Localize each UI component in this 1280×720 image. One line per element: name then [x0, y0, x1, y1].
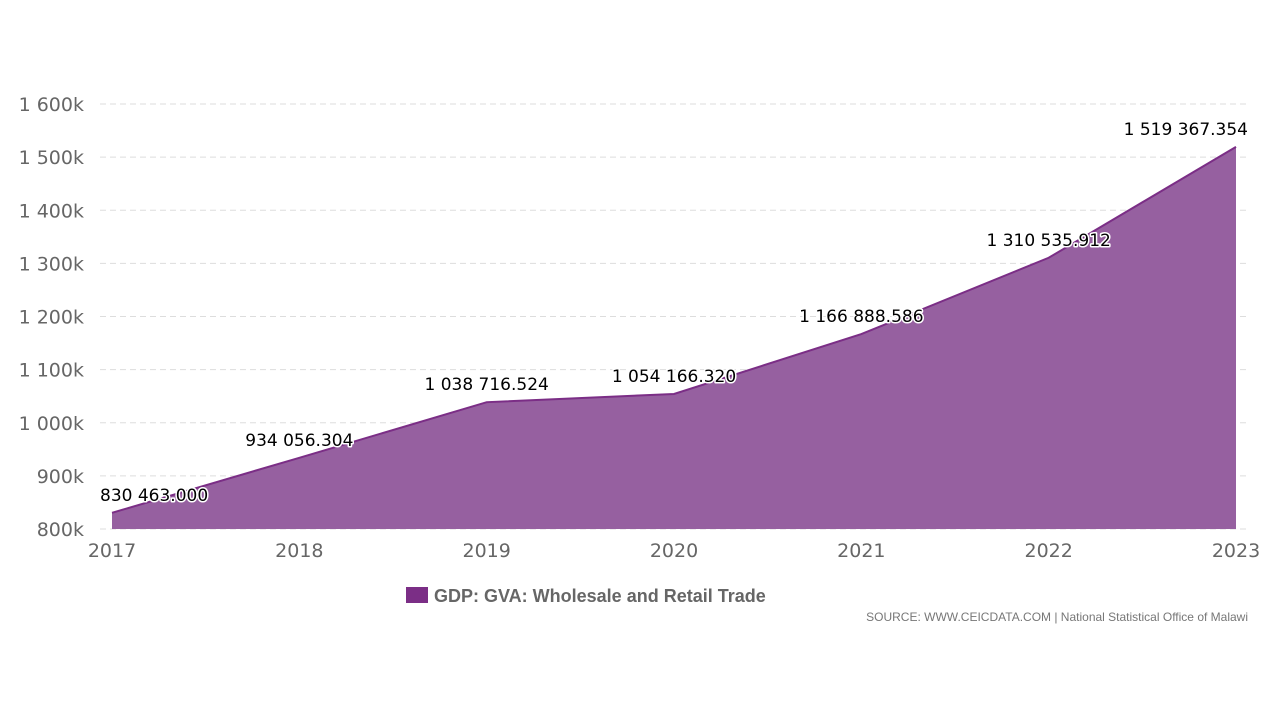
y-tick-label: 1 300k — [19, 253, 84, 275]
data-label: 1 038 716.524 — [424, 375, 548, 395]
x-tick-label: 2023 — [1212, 540, 1260, 562]
legend-swatch — [406, 587, 428, 603]
x-tick-label: 2018 — [275, 540, 323, 562]
legend[interactable]: GDP: GVA: Wholesale and Retail Trade — [406, 586, 766, 606]
x-axis: 2017 2018 2019 2020 2021 2022 2023 — [88, 540, 1260, 562]
x-tick-label: 2019 — [462, 540, 510, 562]
y-tick-label: 1 100k — [19, 360, 84, 382]
data-label: 1 166 888.586 — [799, 307, 923, 327]
data-label: 1 054 166.320 — [612, 367, 736, 387]
x-tick-label: 2022 — [1024, 540, 1072, 562]
legend-label[interactable]: GDP: GVA: Wholesale and Retail Trade — [434, 586, 766, 606]
data-label: 1 310 535.912 — [986, 231, 1110, 251]
y-tick-label: 1 500k — [19, 147, 84, 169]
y-tick-label: 800k — [37, 519, 84, 541]
area-fill — [112, 146, 1236, 529]
x-tick-label: 2017 — [88, 540, 136, 562]
data-labels: 830 463.000 934 056.304 1 038 716.524 1 054… — [99, 118, 1250, 507]
x-tick-label: 2020 — [650, 540, 698, 562]
y-tick-label: 1 600k — [19, 94, 84, 116]
series-area — [111, 145, 1237, 529]
data-label: 830 463.000 — [100, 486, 208, 506]
x-tick-label: 2021 — [837, 540, 885, 562]
y-tick-label: 900k — [37, 466, 84, 488]
data-label: 934 056.304 — [245, 431, 353, 451]
y-axis: 800k 900k 1 000k 1 100k 1 200k 1 300k 1 400k 1 … — [19, 94, 84, 541]
y-tick-label: 1 200k — [19, 307, 84, 329]
source-note: SOURCE: WWW.CEICDATA.COM | National Stat… — [866, 610, 1248, 624]
data-label: 1 519 367.354 — [1124, 120, 1248, 140]
y-tick-label: 1 000k — [19, 413, 84, 435]
y-tick-label: 1 400k — [19, 200, 84, 222]
